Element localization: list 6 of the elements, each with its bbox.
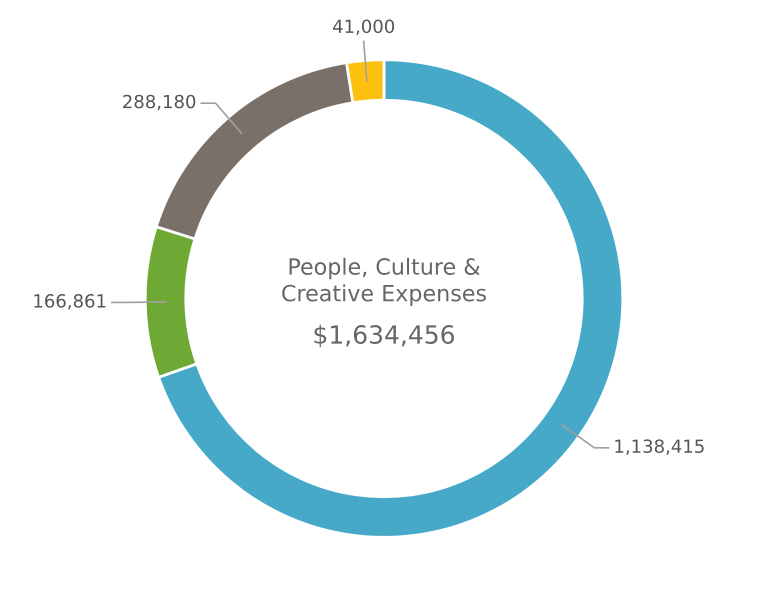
text: $1,634,456 [314,324,454,348]
text: People, Culture & Creative Expenses [282,258,486,306]
data-label: 288,180 [123,94,196,110]
data-label: 1,138,415 [615,439,704,455]
data-label: 166,861 [34,294,106,310]
data-label: 41,000 [332,19,394,35]
